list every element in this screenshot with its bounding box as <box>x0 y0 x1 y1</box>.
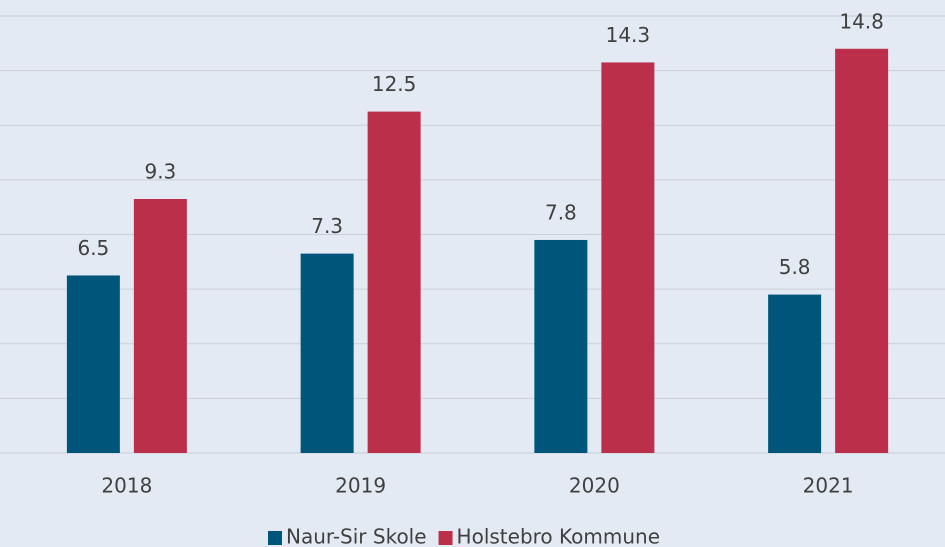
data-label: 12.5 <box>372 72 417 96</box>
bar <box>367 111 421 453</box>
bar <box>66 275 120 453</box>
bar <box>835 48 889 454</box>
data-label: 9.3 <box>144 159 176 183</box>
data-label: 5.8 <box>779 255 811 279</box>
legend-label: Naur-Sir Skole <box>286 525 427 547</box>
data-label: 14.8 <box>839 9 884 33</box>
x-tick-label: 2021 <box>803 474 854 498</box>
data-label: 6.5 <box>77 236 109 260</box>
legend-swatch <box>438 531 453 545</box>
x-tick-label: 2020 <box>569 474 620 498</box>
bar <box>601 62 655 454</box>
bar <box>133 198 187 453</box>
data-label: 7.3 <box>311 214 343 238</box>
legend-label: Holstebro Kommune <box>457 525 660 547</box>
bar <box>768 294 822 453</box>
x-tick-label: 2018 <box>101 474 152 498</box>
data-label: 7.8 <box>545 200 577 224</box>
x-tick-label: 2019 <box>335 474 386 498</box>
data-label: 14.3 <box>606 23 651 47</box>
bar <box>534 239 588 453</box>
bar <box>300 253 354 453</box>
legend-swatch <box>268 531 282 545</box>
